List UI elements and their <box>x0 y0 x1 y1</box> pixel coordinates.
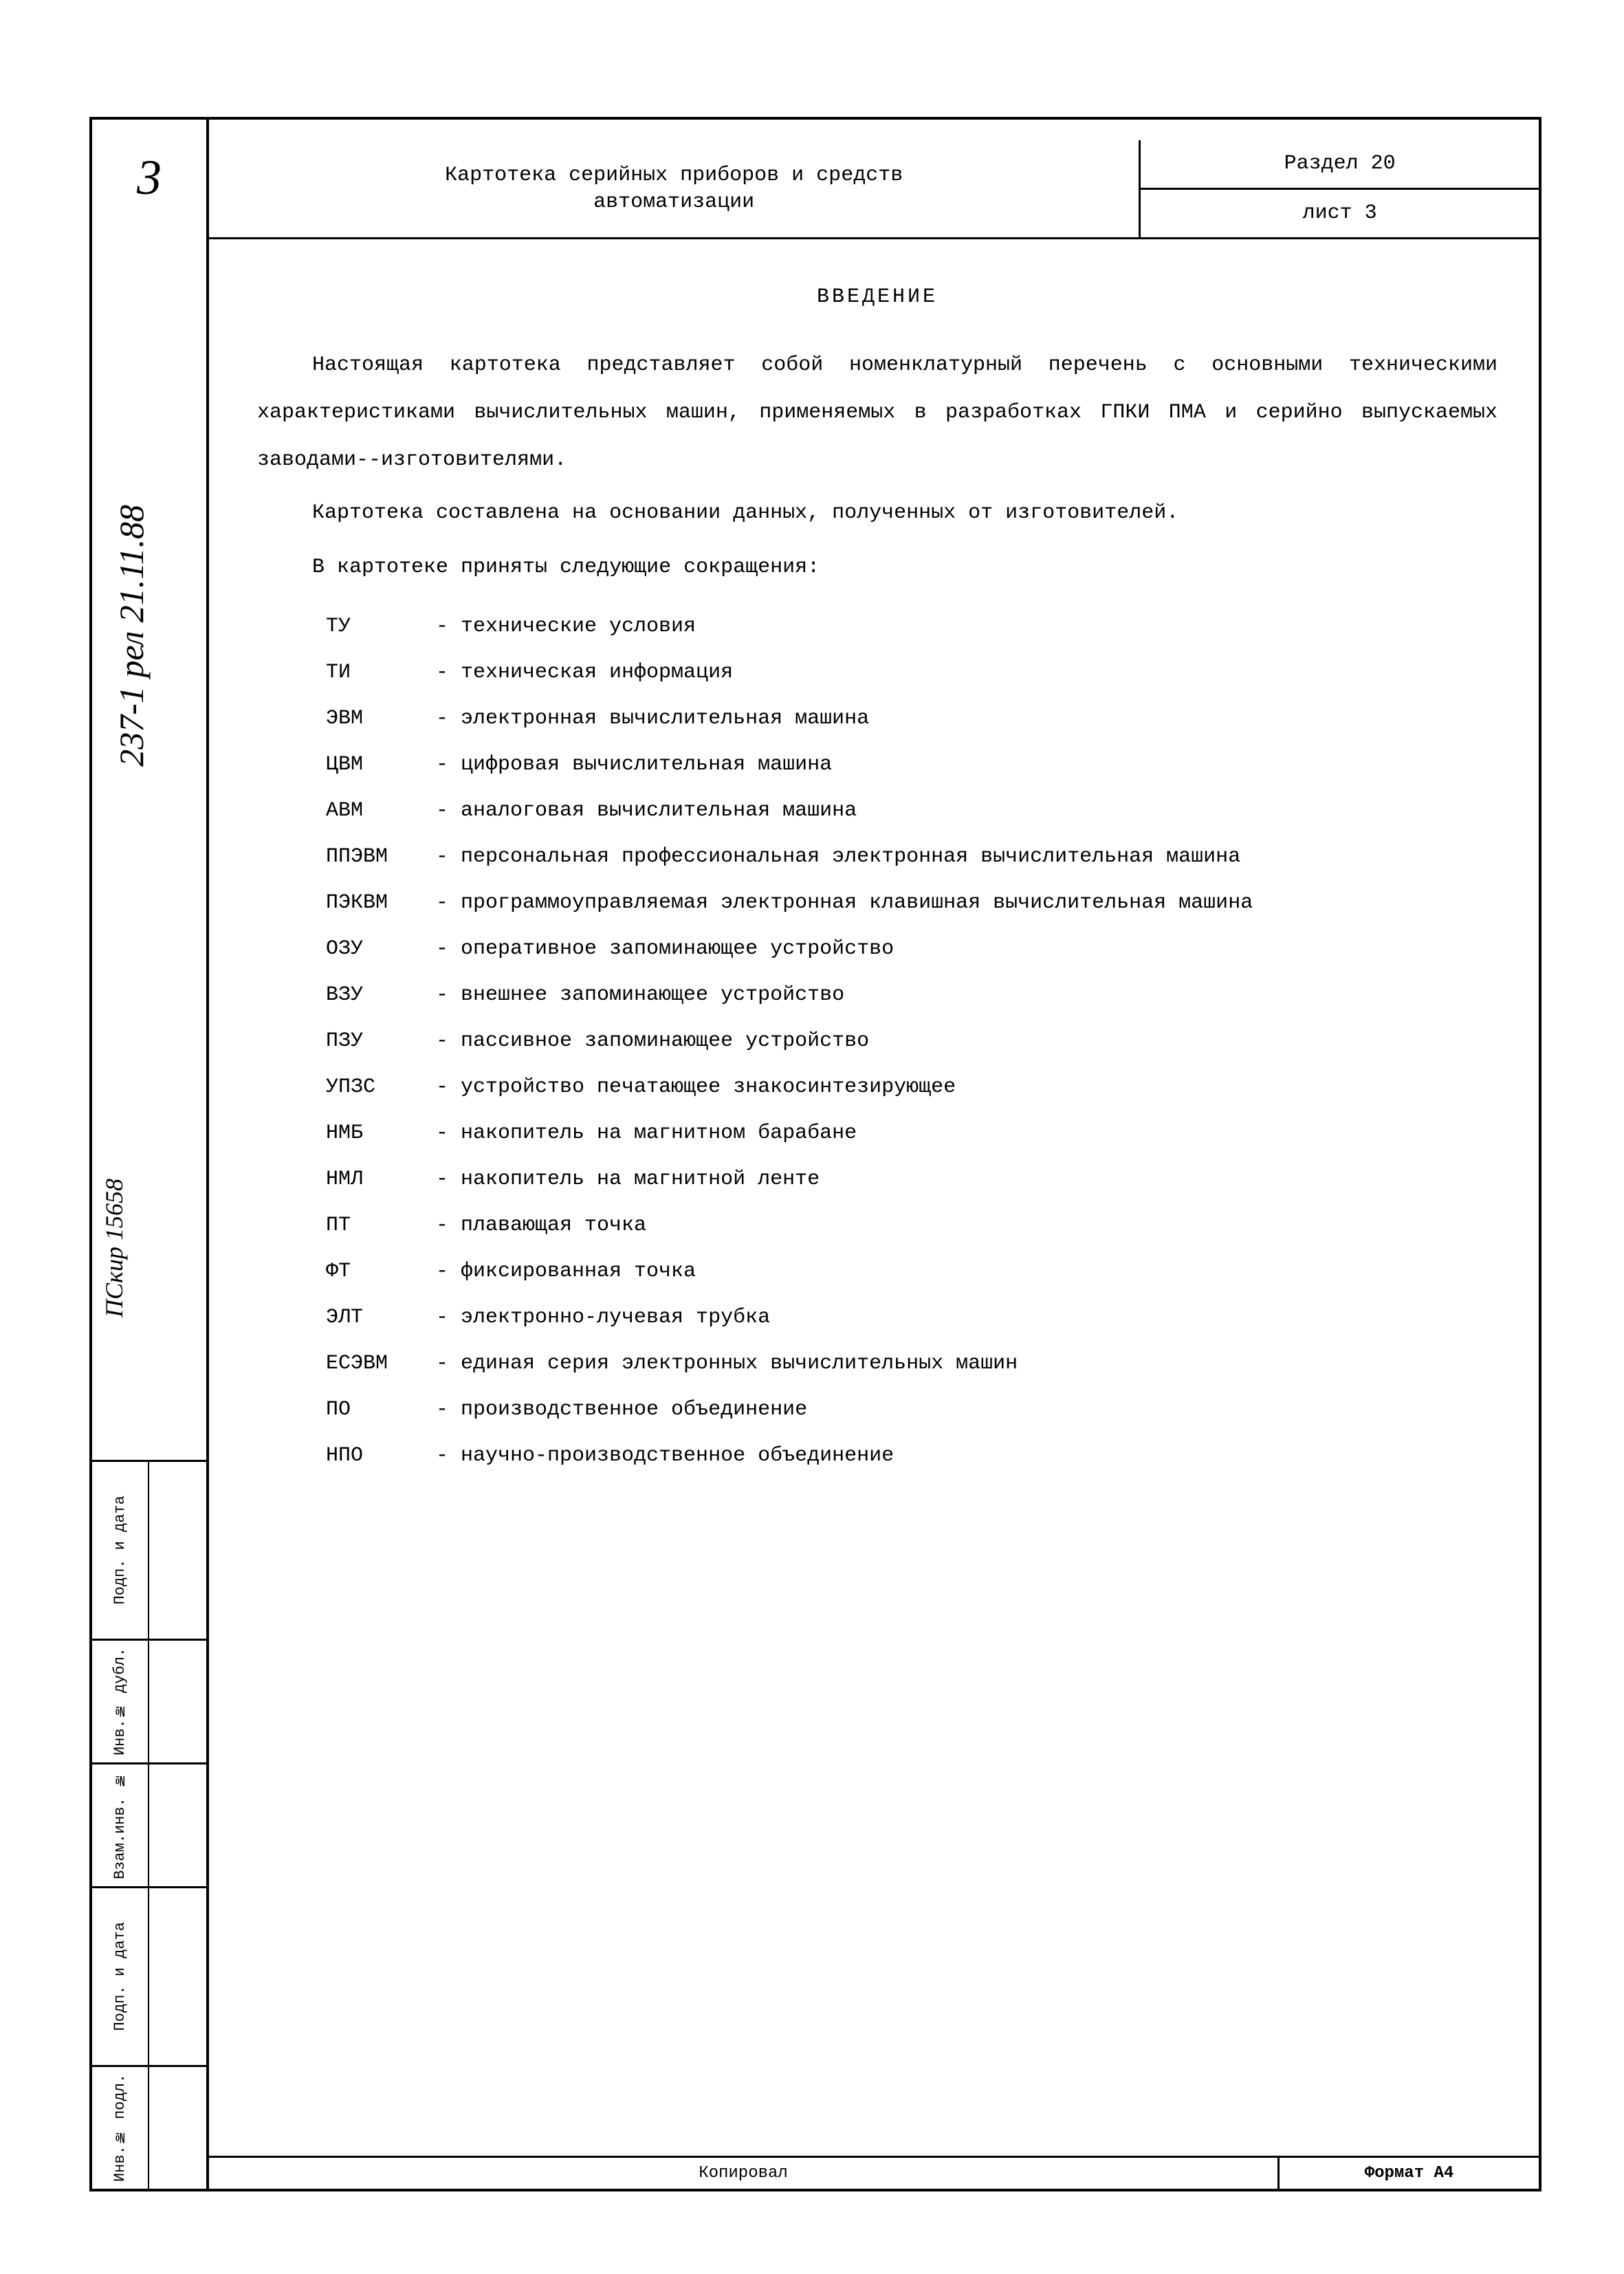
abbrev-key: ОЗУ <box>326 928 436 971</box>
sidebar-cell-podp-data-1: Подп. и дата <box>92 1460 206 1639</box>
abbrev-key: ЦВМ <box>326 743 436 787</box>
abbrev-key: ТИ <box>326 651 436 695</box>
handwritten-note-main: 237-1 рел 21.11.88 <box>106 505 157 767</box>
paragraph-1: Настоящая картотека представляет собой н… <box>257 342 1497 484</box>
abbrev-key: ПТ <box>326 1204 436 1247</box>
section-heading: ВВЕДЕНИЕ <box>257 274 1497 321</box>
header-title-line2: автоматизации <box>593 190 754 214</box>
sidebar-cell-vzam-inv: Взам.инв. № <box>92 1762 206 1886</box>
left-margin-column: 3 237-1 рел 21.11.88 ПСкир 15658 Подп. и… <box>92 120 209 2189</box>
footer-copied-by: Копировал <box>209 2161 1277 2186</box>
abbrev-value: - электронно-лучевая трубка <box>436 1296 1497 1340</box>
abbrev-key: ЕСЭВМ <box>326 1342 436 1386</box>
abbrev-key: НМБ <box>326 1112 436 1155</box>
abbrev-row: АВМ- аналоговая вычислительная машина <box>326 789 1497 833</box>
sidebar-label: Подп. и дата <box>109 1496 131 1604</box>
abbrev-row: ТУ- технические условия <box>326 605 1497 648</box>
abbrev-row: ПЗУ- пассивное запоминающее устройство <box>326 1020 1497 1063</box>
abbrev-key: ПЭКВМ <box>326 882 436 925</box>
sidebar-cell-podp-data-2: Подп. и дата <box>92 1886 206 2065</box>
abbrev-value: - техническая информация <box>436 651 1497 695</box>
outer-frame: 3 237-1 рел 21.11.88 ПСкир 15658 Подп. и… <box>89 117 1541 2191</box>
header-section: Раздел 20 <box>1140 140 1539 189</box>
abbrev-row: ЕСЭВМ- единая серия электронных вычислит… <box>326 1342 1497 1386</box>
abbrev-key: ПО <box>326 1388 436 1432</box>
sidebar-stamp-column: Подп. и дата Инв.№ дубл. Взам.инв. № Под… <box>92 1460 206 2189</box>
abbrev-key: НМЛ <box>326 1158 436 1201</box>
abbrev-key: УПЗС <box>326 1066 436 1109</box>
abbrev-row: ПО- производственное объединение <box>326 1388 1497 1432</box>
header-title-line1: Картотека серийных приборов и средств <box>445 164 903 187</box>
abbrev-value: - электронная вычислительная машина <box>436 697 1497 741</box>
abbrev-value: - устройство печатающее знакосинтезирующ… <box>436 1066 1497 1109</box>
abbrev-value: - накопитель на магнитном барабане <box>436 1112 1497 1155</box>
abbrev-key: ЭЛТ <box>326 1296 436 1340</box>
abbrev-row: ЭВМ- электронная вычислительная машина <box>326 697 1497 741</box>
abbrev-row: НПО- научно-производственное объединение <box>326 1434 1497 1478</box>
abbrev-value: - единая серия электронных вычислительны… <box>436 1342 1497 1386</box>
abbrev-row: ПЭКВМ- программоуправляемая электронная … <box>326 882 1497 925</box>
header-sheet: лист 3 <box>1140 189 1539 239</box>
abbrev-row: ВЗУ- внешнее запоминающее устройство <box>326 974 1497 1017</box>
abbrev-value: - фиксированная точка <box>436 1250 1497 1293</box>
abbrev-key: ЭВМ <box>326 697 436 741</box>
abbrev-value: - оперативное запоминающее устройство <box>436 928 1497 971</box>
header-title-cell: Картотека серийных приборов и средств ав… <box>209 140 1140 239</box>
abbrev-value: - плавающая точка <box>436 1204 1497 1247</box>
abbrev-value: - научно-производственное объединение <box>436 1434 1497 1478</box>
abbrev-value: - персональная профессиональная электрон… <box>436 835 1497 879</box>
abbrev-row: ТИ- техническая информация <box>326 651 1497 695</box>
main-content: Картотека серийных приборов и средств ав… <box>209 120 1539 2189</box>
abbrev-value: - внешнее запоминающее устройство <box>436 974 1497 1017</box>
abbrev-row: ФТ- фиксированная точка <box>326 1250 1497 1293</box>
footer-bar: Копировал Формат А4 <box>209 2156 1539 2189</box>
abbrev-value: - производственное объединение <box>436 1388 1497 1432</box>
abbrev-value: - накопитель на магнитной ленте <box>436 1158 1497 1201</box>
abbrev-value: - пассивное запоминающее устройство <box>436 1020 1497 1063</box>
abbrev-row: ЭЛТ- электронно-лучевая трубка <box>326 1296 1497 1340</box>
sidebar-label: Подп. и дата <box>109 1922 131 2031</box>
abbrev-key: НПО <box>326 1434 436 1478</box>
sidebar-label: Инв.№ подл. <box>109 2074 131 2182</box>
abbrev-key: ТУ <box>326 605 436 648</box>
abbrev-value: - программоуправляемая электронная клави… <box>436 882 1497 925</box>
abbrev-row: НМЛ- накопитель на магнитной ленте <box>326 1158 1497 1201</box>
sidebar-cell-inv-dubl: Инв.№ дубл. <box>92 1639 206 1762</box>
abbrev-key: ППЭВМ <box>326 835 436 879</box>
sidebar-label: Взам.инв. № <box>109 1771 131 1879</box>
document-page: Ф2.106(А4) 3 237-1 рел 21.11.88 ПСкир 15… <box>0 0 1624 2274</box>
abbrev-row: ЦВМ- цифровая вычислительная машина <box>326 743 1497 787</box>
paragraph-2: Картотека составлена на основании данных… <box>257 490 1497 537</box>
body-text: ВВЕДЕНИЕ Настоящая картотека представляе… <box>209 239 1539 1494</box>
abbrev-key: АВМ <box>326 789 436 833</box>
handwritten-note-sub: ПСкир 15658 <box>96 1179 133 1318</box>
abbreviation-list: ТУ- технические условияТИ- техническая и… <box>326 605 1497 1478</box>
abbrev-intro: В картотеке приняты следующие сокращения… <box>257 544 1497 591</box>
abbrev-value: - аналоговая вычислительная машина <box>436 789 1497 833</box>
abbrev-row: ОЗУ- оперативное запоминающее устройство <box>326 928 1497 971</box>
header-table: Картотека серийных приборов и средств ав… <box>209 140 1539 239</box>
abbrev-row: УПЗС- устройство печатающее знакосинтези… <box>326 1066 1497 1109</box>
abbrev-value: - цифровая вычислительная машина <box>436 743 1497 787</box>
abbrev-key: ПЗУ <box>326 1020 436 1063</box>
page-number: 3 <box>92 140 206 215</box>
abbrev-row: ПТ- плавающая точка <box>326 1204 1497 1247</box>
sidebar-label: Инв.№ дубл. <box>109 1648 131 1756</box>
abbrev-key: ВЗУ <box>326 974 436 1017</box>
abbrev-row: НМБ- накопитель на магнитном барабане <box>326 1112 1497 1155</box>
footer-format: Формат А4 <box>1277 2158 1539 2189</box>
sidebar-cell-inv-podl: Инв.№ подл. <box>92 2065 206 2189</box>
abbrev-row: ППЭВМ- персональная профессиональная эле… <box>326 835 1497 879</box>
abbrev-key: ФТ <box>326 1250 436 1293</box>
abbrev-value: - технические условия <box>436 605 1497 648</box>
